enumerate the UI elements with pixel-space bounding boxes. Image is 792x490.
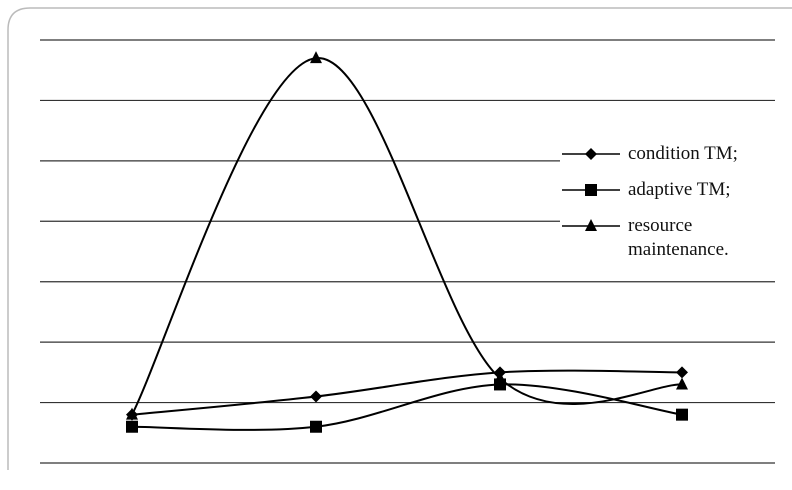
legend-label: resource maintenance. bbox=[628, 215, 729, 260]
legend: condition TM; adaptive TM; resource mainte… bbox=[560, 142, 790, 274]
legend-label: adaptive TM; bbox=[628, 179, 731, 200]
legend-swatch bbox=[562, 148, 620, 160]
marker bbox=[585, 184, 597, 196]
legend-swatch bbox=[562, 219, 620, 231]
legend-item: condition TM; bbox=[560, 142, 790, 166]
marker bbox=[676, 366, 688, 379]
legend-label: condition TM; bbox=[628, 143, 738, 164]
marker bbox=[126, 407, 138, 420]
marker bbox=[585, 219, 597, 231]
marker bbox=[310, 51, 322, 64]
legend-item: adaptive TM; bbox=[560, 178, 790, 202]
marker bbox=[310, 420, 322, 433]
line bbox=[131, 369, 683, 416]
line bbox=[131, 57, 683, 416]
line bbox=[131, 383, 683, 431]
legend-item: resource maintenance. bbox=[560, 214, 790, 262]
chart-frame bbox=[7, 7, 792, 470]
legend-swatch bbox=[562, 184, 620, 196]
marker bbox=[676, 377, 688, 390]
series bbox=[126, 378, 688, 433]
marker bbox=[310, 390, 322, 403]
marker bbox=[126, 420, 138, 433]
marker bbox=[494, 371, 506, 384]
series bbox=[126, 51, 688, 420]
marker bbox=[676, 408, 688, 421]
series bbox=[126, 366, 688, 421]
marker bbox=[585, 148, 597, 160]
